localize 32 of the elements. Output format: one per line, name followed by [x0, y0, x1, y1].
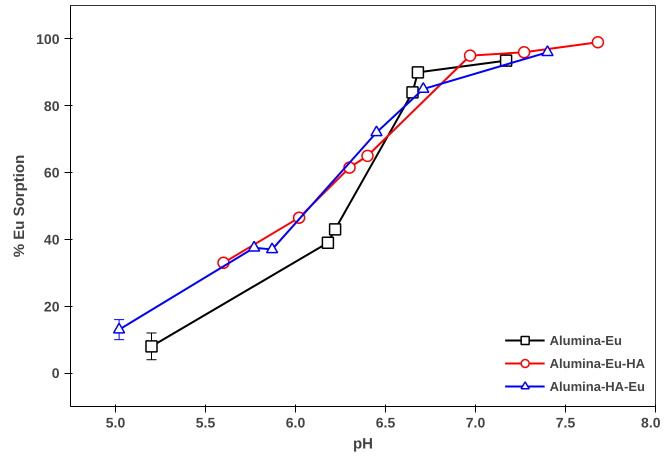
y-tick-label: 80 — [44, 98, 60, 114]
legend-label: Alumina-Eu-HA — [550, 356, 645, 370]
point — [541, 45, 554, 56]
y-tick-label: 60 — [44, 164, 60, 181]
y-axis-title: % Eu Sorption — [11, 154, 28, 258]
point — [464, 49, 476, 62]
x-tick-label: 7.0 — [466, 414, 486, 430]
point — [328, 223, 342, 236]
x-tick-label: 5.5 — [196, 414, 216, 430]
legend-label: Alumina-Eu — [550, 332, 622, 348]
point — [592, 36, 604, 48]
x-axis-title: pH — [353, 436, 373, 452]
point — [518, 46, 530, 59]
legend-label: Alumina-HA-Eu — [550, 378, 645, 394]
point — [145, 340, 158, 353]
point — [112, 322, 126, 334]
x-tick-label: 7.5 — [556, 414, 576, 430]
point — [266, 242, 278, 254]
point — [417, 82, 430, 93]
y-tick-label: 0 — [52, 365, 60, 382]
x-tick-label: 6.0 — [286, 414, 306, 430]
x-tick-label: 5.0 — [106, 414, 126, 430]
x-tick-label: 8.0 — [641, 414, 661, 430]
y-tick-label: 40 — [44, 231, 60, 248]
point — [248, 240, 260, 252]
x-tick-label: 6.5 — [376, 414, 396, 430]
point — [361, 150, 374, 162]
point — [370, 125, 383, 136]
y-tick-label: 20 — [44, 298, 60, 314]
y-tick-label: 100 — [36, 30, 60, 47]
point — [412, 66, 424, 79]
point — [322, 236, 334, 250]
